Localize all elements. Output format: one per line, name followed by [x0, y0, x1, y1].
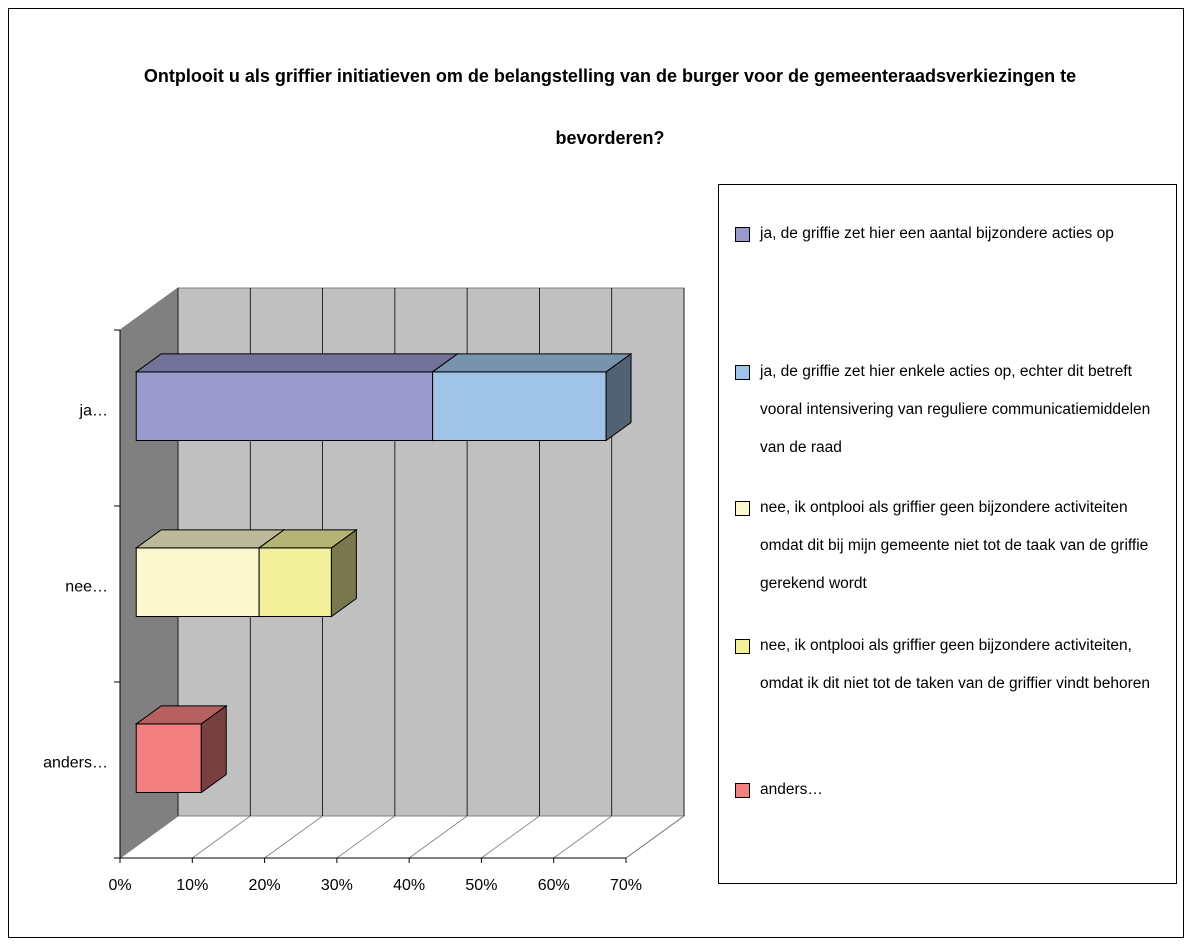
- x-tick-label: 30%: [321, 877, 353, 894]
- legend-swatch: [735, 783, 750, 798]
- grid-line: [408, 815, 468, 859]
- legend-label: nee, ik ontplooi als griffier geen bijzo…: [760, 637, 1151, 692]
- legend-swatch: [735, 501, 750, 516]
- legend-item: ja, de griffie zet hier een aantal bijzo…: [735, 215, 1165, 253]
- x-tick-label: 10%: [176, 877, 208, 894]
- legend-item: ja, de griffie zet hier enkele acties op…: [735, 353, 1165, 467]
- bar-top: [431, 353, 633, 373]
- legend-swatch: [735, 365, 750, 380]
- bar-front: [135, 547, 260, 618]
- x-tick-label: 60%: [538, 877, 570, 894]
- legend-item: anders…: [735, 771, 1165, 809]
- bar-front: [135, 371, 434, 442]
- legend-swatch: [735, 639, 750, 654]
- legend-item: nee, ik ontplooi als griffier geen bijzo…: [735, 627, 1165, 703]
- x-tick-label: 50%: [465, 877, 497, 894]
- legend-label: ja, de griffie zet hier enkele acties op…: [760, 363, 1151, 456]
- bar-side: [330, 528, 357, 618]
- grid-line: [553, 815, 612, 859]
- bar-front: [432, 371, 607, 442]
- legend-label: nee, ik ontplooi als griffier geen bijzo…: [760, 499, 1149, 592]
- legend-item: nee, ik ontplooi als griffier geen bijzo…: [735, 489, 1165, 603]
- grid-line: [264, 815, 323, 859]
- legend: ja, de griffie zet hier een aantal bijzo…: [718, 184, 1177, 884]
- bar-front: [135, 723, 202, 794]
- y-tick-label: ja…: [79, 402, 108, 419]
- x-tick-label: 40%: [393, 877, 425, 894]
- y-tick-label: nee…: [65, 578, 108, 595]
- bar-side: [200, 704, 227, 794]
- grid-line: [336, 815, 396, 859]
- chart-frame: [8, 8, 1184, 938]
- bar-front: [258, 547, 332, 618]
- y-tick-label: anders…: [43, 754, 108, 771]
- legend-label: anders…: [760, 781, 823, 798]
- chart-title: Ontplooit u als griffier initiatieven om…: [143, 66, 1077, 148]
- legend-label: ja, de griffie zet hier een aantal bijzo…: [760, 225, 1114, 242]
- x-tick-label: 70%: [610, 877, 642, 894]
- x-tick-label: 0%: [108, 877, 131, 894]
- grid-line: [481, 815, 540, 859]
- grid-line: [119, 815, 179, 859]
- grid-line: [192, 815, 251, 859]
- bar-top: [134, 353, 460, 373]
- legend-swatch: [735, 227, 750, 242]
- bar-top: [134, 529, 286, 549]
- x-tick-label: 20%: [249, 877, 281, 894]
- floor: [118, 815, 686, 859]
- grid-line: [625, 815, 685, 859]
- bar-side: [605, 352, 632, 442]
